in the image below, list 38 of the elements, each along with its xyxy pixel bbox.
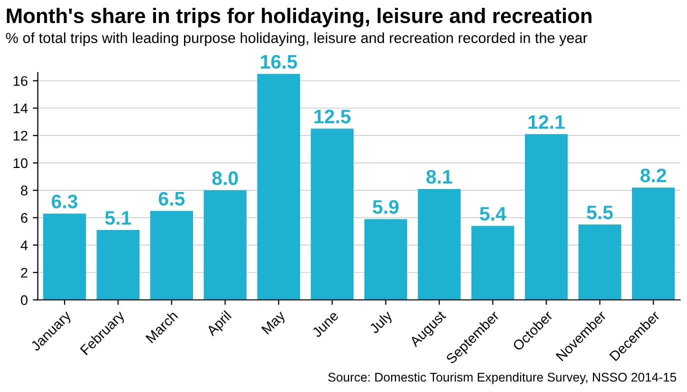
bar [310, 128, 354, 300]
data-label: 5.5 [586, 206, 613, 220]
data-label: 8.0 [212, 171, 238, 186]
y-tick-label: 10 [14, 158, 28, 168]
data-label: 5.1 [105, 211, 132, 225]
data-label: 5.9 [372, 200, 399, 214]
x-tick-label: July [368, 310, 395, 336]
bar [96, 230, 140, 300]
data-label: 8.1 [426, 170, 452, 184]
data-label: 12.5 [314, 110, 351, 124]
chart-title: Month's share in trips for holidaying, leisure and recreation [6, 8, 592, 28]
bar [418, 188, 461, 300]
data-label: 5.4 [480, 207, 506, 221]
bar [632, 188, 675, 300]
bar [204, 190, 247, 300]
bar [364, 219, 408, 300]
y-tick-label: 2 [21, 268, 28, 278]
y-tick-label: 16 [14, 76, 28, 86]
y-tick-label: 14 [14, 104, 28, 114]
data-label: 6.3 [52, 194, 78, 208]
y-tick-label: 0 [20, 295, 28, 306]
bar [257, 74, 300, 300]
data-label: 16.5 [260, 54, 298, 69]
data-label: 6.5 [158, 192, 185, 206]
y-tick-label: 12 [14, 130, 28, 141]
x-tick-label: May [261, 310, 288, 337]
bar [471, 226, 514, 300]
source-note: Source: Domestic Tourism Expenditure Survey, NSSO 2014-15 [328, 372, 676, 384]
data-label: 12.1 [528, 115, 565, 129]
bar [150, 210, 194, 300]
y-tick-label: 4 [20, 240, 28, 250]
bar [578, 224, 622, 300]
data-label: 8.2 [640, 168, 666, 182]
bar [524, 134, 568, 300]
y-tick-label: 6 [21, 213, 28, 223]
chart-subtitle: % of total trips with leading purpose holidaying, leisure and recreation recorded in the year [6, 32, 588, 46]
bar [43, 214, 86, 300]
y-tick-label: 8 [20, 186, 28, 196]
